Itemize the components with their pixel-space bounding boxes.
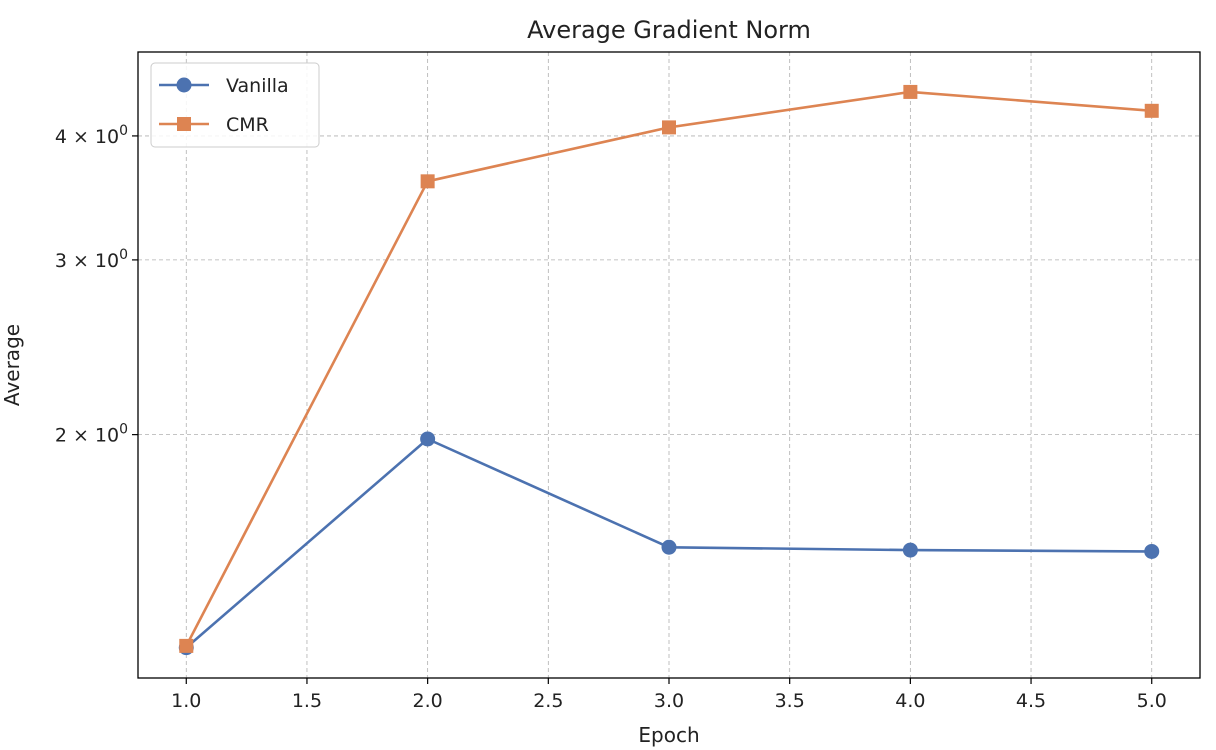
legend-label-cmr: CMR (226, 114, 269, 136)
chart-title: Average Gradient Norm (527, 16, 811, 44)
x-tick-label: 2.0 (413, 690, 443, 712)
data-point-vanilla (661, 539, 677, 555)
data-point-cmr (662, 120, 676, 135)
data-point-vanilla (1144, 543, 1160, 559)
x-tick-label: 2.5 (533, 690, 563, 712)
y-tick-label: 2 × 100 (55, 422, 128, 447)
legend-marker-cmr (177, 117, 191, 131)
data-point-cmr (420, 174, 435, 189)
legend: Vanilla CMR (150, 62, 320, 148)
x-tick-label: 1.0 (171, 690, 201, 712)
data-point-cmr (179, 638, 194, 653)
y-tick-label: 4 × 100 (55, 123, 128, 148)
legend-marker-vanilla (176, 77, 192, 93)
x-tick-label: 4.5 (1016, 690, 1046, 712)
x-axis-label: Epoch (638, 723, 699, 747)
x-tick-label: 3.5 (775, 690, 805, 712)
x-tick-label: 5.0 (1137, 690, 1167, 712)
data-point-cmr (1144, 103, 1159, 118)
data-point-vanilla (420, 431, 436, 447)
axis-ticks: 1.0 1.5 2.0 2.5 3.0 3.5 4.0 4.5 5.0 2 × 100 3 × 10… (55, 123, 1167, 712)
y-axis-label: Average (0, 324, 24, 406)
x-tick-label: 1.5 (292, 690, 322, 712)
plot-series (178, 84, 1160, 656)
legend-entry-vanilla: Vanilla (159, 75, 289, 97)
legend-label-vanilla: Vanilla (226, 75, 289, 97)
data-point-cmr (903, 84, 918, 99)
x-tick-label: 4.0 (895, 690, 925, 712)
y-tick-label: 3 × 100 (55, 247, 128, 272)
legend-entry-cmr: CMR (159, 114, 269, 136)
x-tick-label: 3.0 (654, 690, 684, 712)
data-point-vanilla (902, 542, 918, 558)
